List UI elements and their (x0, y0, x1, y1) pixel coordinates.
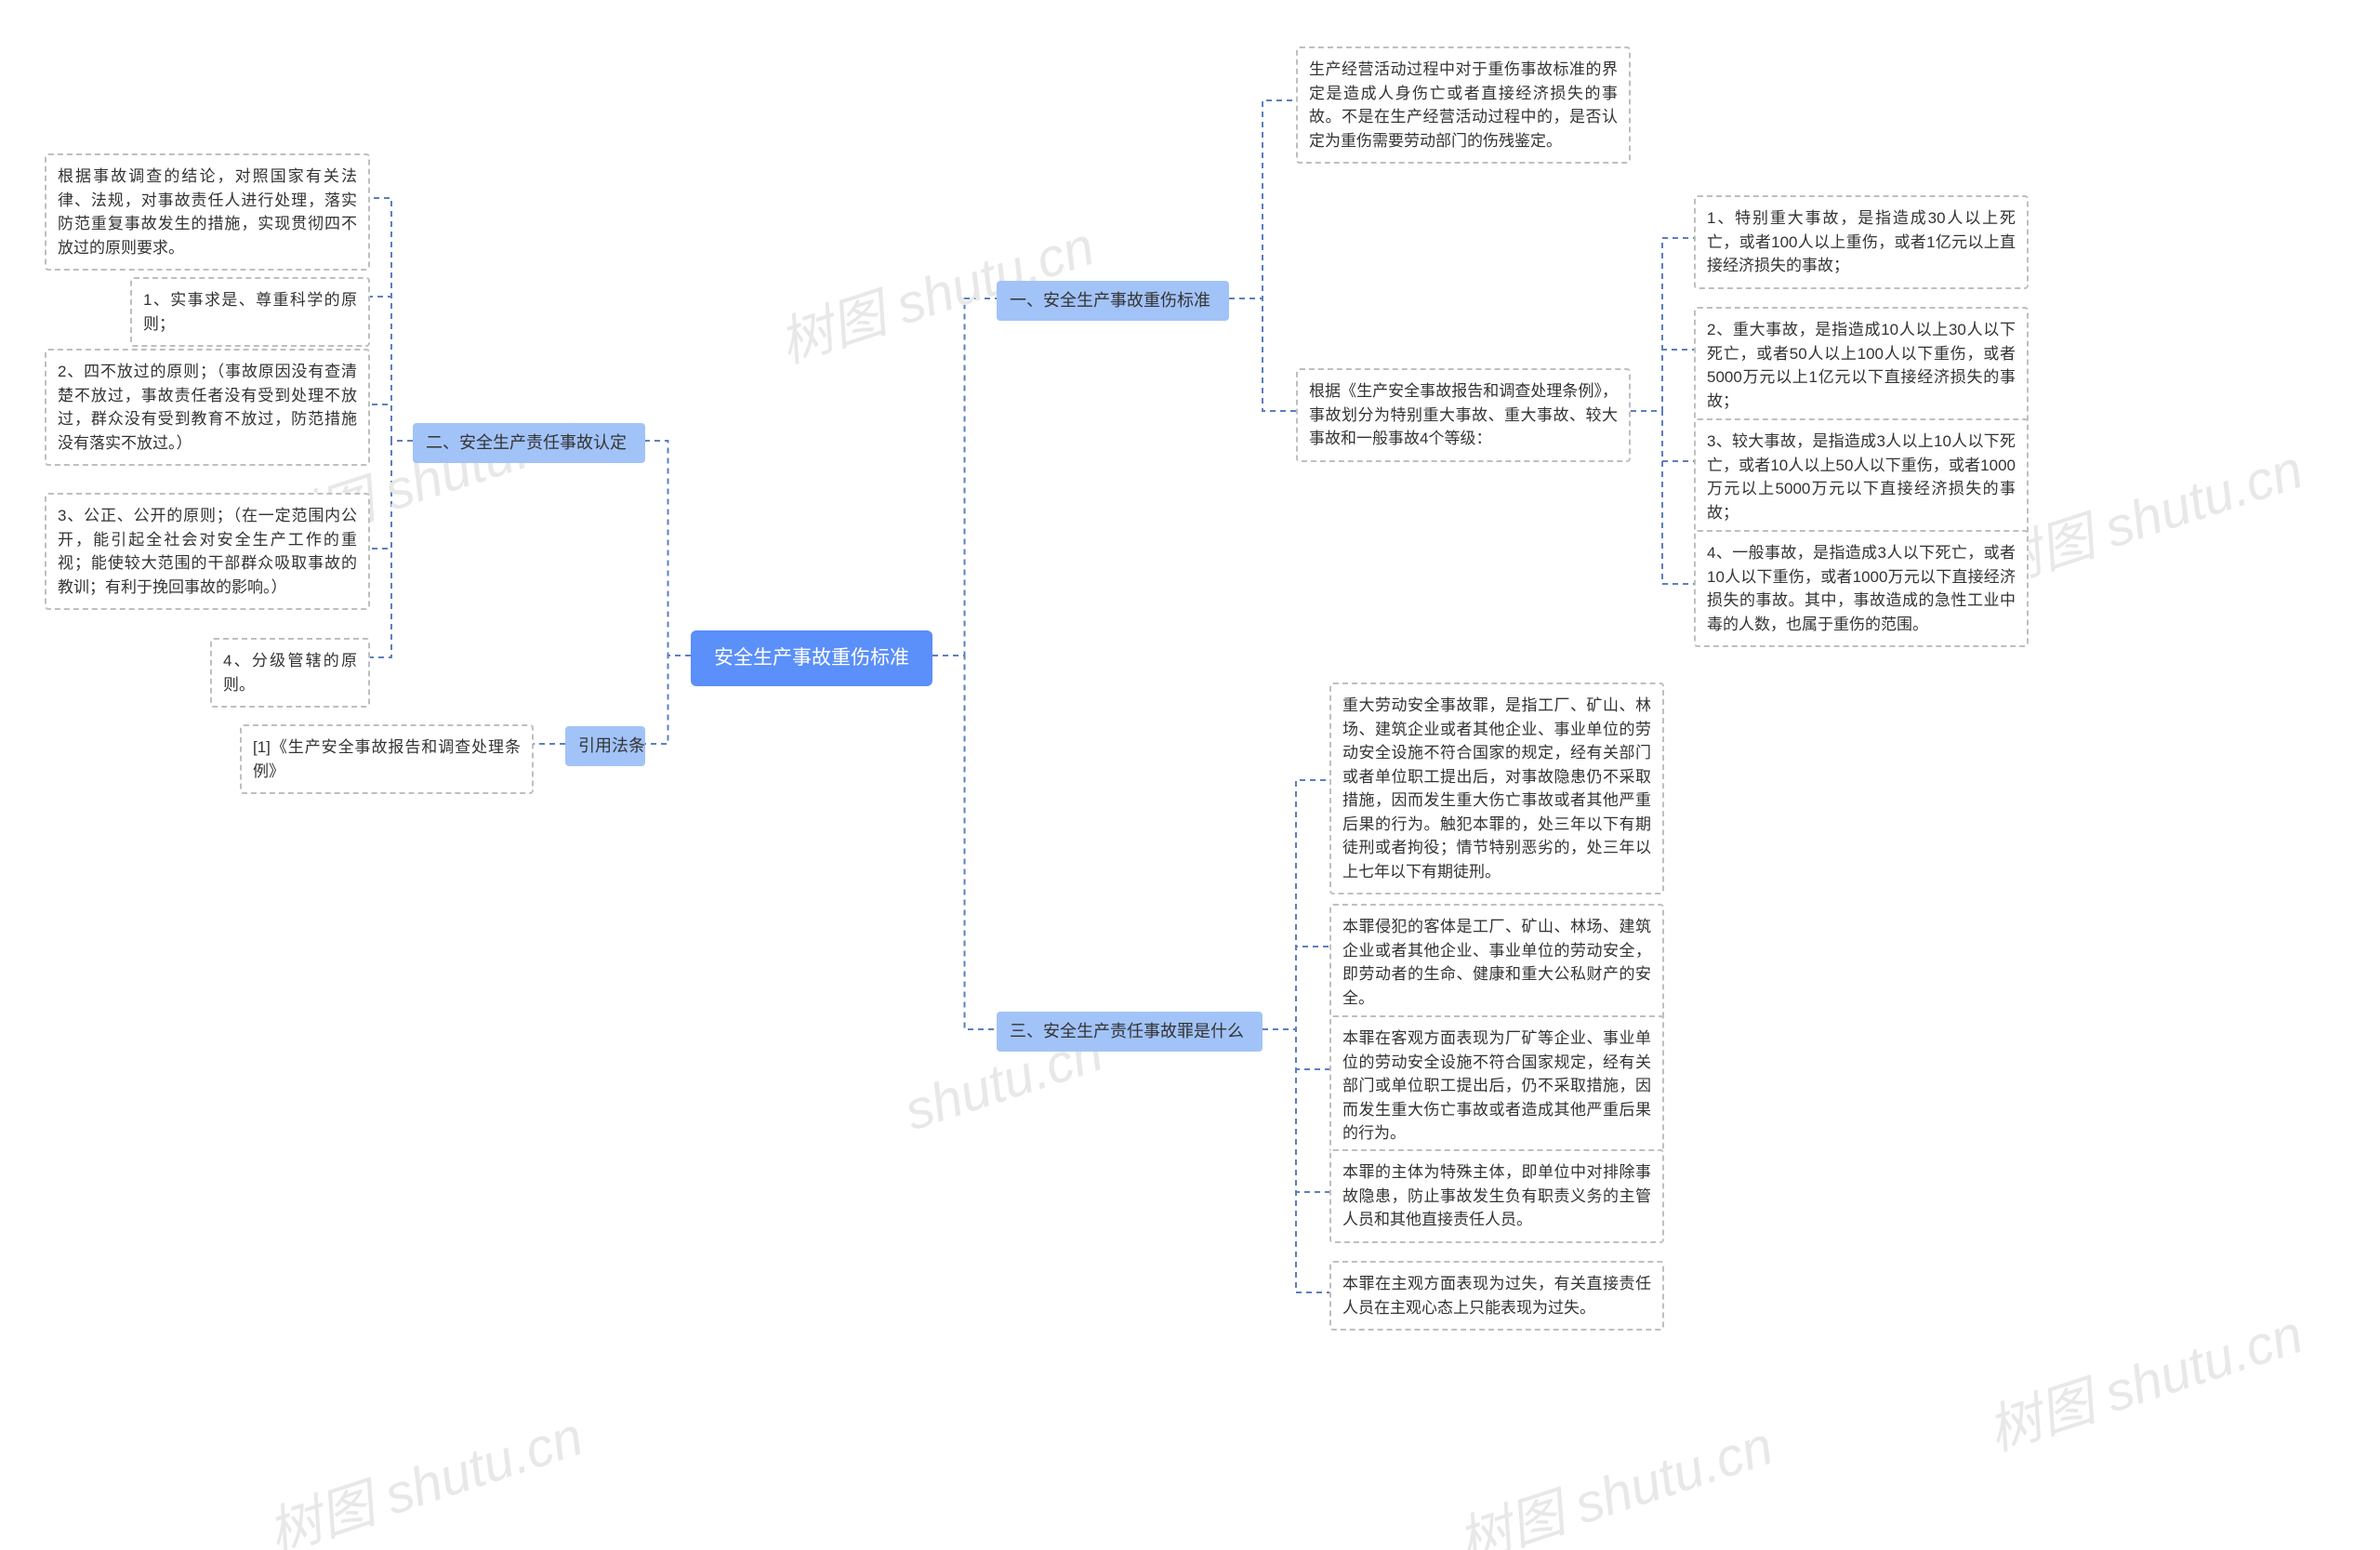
leaf-node: 根据《生产安全事故报告和调查处理条例》，事故划分为特别重大事故、重大事故、较大事… (1296, 368, 1631, 462)
leaf-node: 本罪的主体为特殊主体，即单位中对排除事故隐患，防止事故发生负有职责义务的主管人员… (1329, 1149, 1664, 1243)
leaf-node-sub: 4、一般事故，是指造成3人以下死亡，或者10人以下重伤，或者1000万元以下直接… (1694, 530, 2029, 647)
leaf-node: 根据事故调查的结论，对照国家有关法律、法规，对事故责任人进行处理，落实防范重复事… (45, 153, 370, 271)
branch-node-left: 二、安全生产责任事故认定 (413, 423, 645, 463)
leaf-node: 1、实事求是、尊重科学的原则； (130, 277, 370, 347)
watermark: 树图 shutu.cn (1977, 1291, 2311, 1465)
leaf-node: 本罪在主观方面表现为过失，有关直接责任人员在主观心态上只能表现为过失。 (1329, 1261, 1664, 1331)
leaf-node-sub: 3、较大事故，是指造成3人以上10人以下死亡，或者10人以上50人以下重伤，或者… (1694, 418, 2029, 536)
leaf-node-sub: 1、特别重大事故，是指造成30人以上死亡，或者100人以上重伤，或者1亿元以上直… (1694, 195, 2029, 289)
branch-node-right: 三、安全生产责任事故罪是什么 (997, 1012, 1263, 1052)
leaf-node: 4、分级管辖的原则。 (210, 638, 370, 708)
center-node: 安全生产事故重伤标准 (691, 630, 932, 686)
leaf-node: 2、四不放过的原则；（事故原因没有查清楚不放过，事故责任者没有受到处理不放过，群… (45, 349, 370, 466)
leaf-node: 生产经营活动过程中对于重伤事故标准的界定是造成人身伤亡或者直接经济损失的事故。不… (1296, 46, 1631, 164)
leaf-node-sub: 2、重大事故，是指造成10人以上30人以下死亡，或者50人以上100人以下重伤，… (1694, 307, 2029, 424)
branch-node-left: 引用法条 (565, 726, 645, 766)
leaf-node: 本罪在客观方面表现为厂矿等企业、事业单位的劳动安全设施不符合国家规定，经有关部门… (1329, 1015, 1664, 1157)
leaf-node: 重大劳动安全事故罪，是指工厂、矿山、林场、建筑企业或者其他企业、事业单位的劳动安… (1329, 682, 1664, 894)
watermark: 树图 shutu.cn (257, 1393, 591, 1550)
leaf-node: 本罪侵犯的客体是工厂、矿山、林场、建筑企业或者其他企业、事业单位的劳动安全，即劳… (1329, 904, 1664, 1021)
branch-node-right: 一、安全生产事故重伤标准 (997, 281, 1229, 321)
leaf-node: [1]《生产安全事故报告和调查处理条例》 (240, 724, 534, 794)
watermark: 树图 shutu.cn (1447, 1402, 1781, 1550)
leaf-node: 3、公正、公开的原则；（在一定范围内公开，能引起全社会对安全生产工作的重视；能使… (45, 493, 370, 610)
